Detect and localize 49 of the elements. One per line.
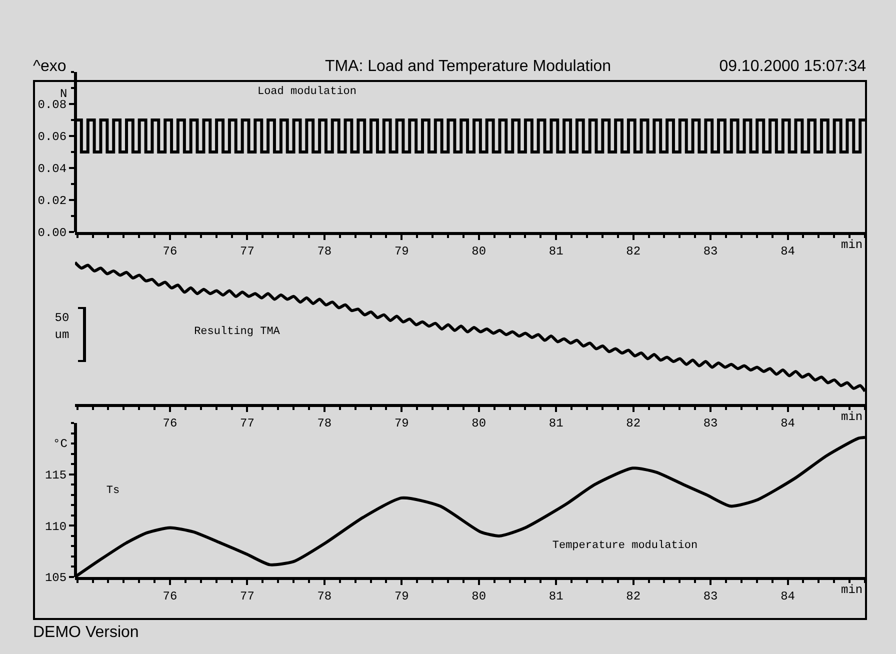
annotation: Ts bbox=[106, 485, 120, 497]
x-tick-label: 82 bbox=[626, 416, 641, 430]
x-tick-label: 83 bbox=[703, 244, 718, 258]
text: DEMO Version bbox=[33, 624, 139, 642]
y-axis-title: °C bbox=[53, 437, 68, 451]
x-tick-label: 84 bbox=[780, 244, 795, 258]
annotation: Temperature modulation bbox=[552, 540, 698, 552]
y-tick-label: 0.08 bbox=[38, 98, 67, 112]
x-tick-label: 81 bbox=[548, 244, 564, 258]
x-tick-label: 84 bbox=[780, 589, 795, 604]
x-tick-label: 83 bbox=[703, 416, 718, 430]
text: 50 um bbox=[54, 310, 70, 344]
x-axis-title: min bbox=[841, 238, 863, 252]
x-tick-label: 81 bbox=[548, 589, 564, 604]
annotation: Load modulation bbox=[257, 86, 357, 98]
y-tick-label: 110 bbox=[44, 520, 67, 534]
annotation: Resulting TMA bbox=[194, 326, 280, 338]
x-axis-title: min bbox=[841, 410, 863, 424]
x-tick-label: 80 bbox=[472, 416, 486, 430]
y-tick-label: 105 bbox=[44, 571, 67, 586]
x-tick-label: 76 bbox=[162, 589, 178, 604]
x-tick-label: 78 bbox=[317, 416, 332, 430]
x-tick-label: 79 bbox=[394, 589, 409, 604]
x-tick-label: 81 bbox=[548, 416, 564, 430]
x-tick-label: 79 bbox=[394, 244, 409, 258]
y-axis-title: N bbox=[60, 87, 68, 101]
x-tick-label: 80 bbox=[472, 589, 486, 604]
x-tick-label: 82 bbox=[626, 244, 641, 258]
x-tick-label: 78 bbox=[317, 244, 332, 258]
x-tick-label: 77 bbox=[240, 589, 254, 604]
y-tick-label: 0.04 bbox=[38, 162, 67, 176]
text: ^exo bbox=[33, 58, 66, 76]
y-tick-label: 0.06 bbox=[38, 130, 67, 144]
y-tick-label: 0.00 bbox=[38, 226, 67, 240]
chart-title: TMA: Load and Temperature Modulation bbox=[324, 58, 612, 76]
x-tick-label: 77 bbox=[240, 244, 254, 258]
x-tick-label: 79 bbox=[394, 416, 409, 430]
annotation: 09.10.2000 15:07:34 bbox=[719, 58, 866, 76]
x-tick-label: 82 bbox=[626, 589, 641, 604]
x-tick-label: 76 bbox=[162, 416, 178, 430]
x-tick-label: 78 bbox=[317, 589, 332, 604]
x-axis-title: min bbox=[841, 583, 863, 597]
x-tick-label: 80 bbox=[472, 244, 486, 258]
x-tick-label: 83 bbox=[703, 589, 718, 604]
x-tick-label: 84 bbox=[780, 416, 795, 430]
y-tick-label: 115 bbox=[44, 468, 67, 483]
y-tick-label: 0.02 bbox=[38, 194, 67, 208]
x-tick-label: 76 bbox=[162, 244, 178, 258]
x-tick-label: 77 bbox=[240, 416, 254, 430]
